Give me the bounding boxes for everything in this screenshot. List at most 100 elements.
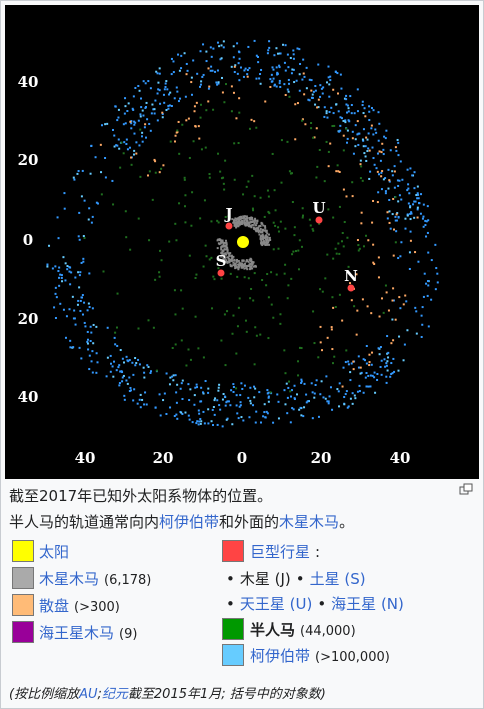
expand-icon[interactable] (459, 483, 473, 495)
dot (132, 373, 135, 376)
dot (266, 389, 269, 392)
dot (416, 208, 419, 211)
link[interactable]: 木星木马 (279, 513, 340, 531)
dot (302, 58, 305, 61)
dot (224, 364, 227, 367)
dot (187, 117, 190, 120)
dot (175, 391, 178, 394)
dot (349, 379, 352, 382)
link[interactable]: 木星木马 (39, 570, 100, 588)
dot (124, 105, 127, 108)
link[interactable]: AU (79, 687, 98, 702)
dot (311, 93, 314, 96)
dot (224, 260, 227, 263)
dot (223, 188, 226, 191)
dot (279, 322, 282, 325)
dot (246, 75, 249, 78)
dot (228, 254, 231, 257)
link[interactable]: 巨型行星 (250, 543, 311, 561)
dot (265, 230, 268, 233)
dot (88, 354, 91, 357)
dot (242, 265, 245, 268)
dot (56, 216, 59, 219)
dot (132, 108, 135, 111)
dot (354, 397, 357, 400)
dot (286, 88, 289, 91)
dot (220, 76, 223, 79)
dot (199, 85, 202, 88)
dot (366, 150, 369, 153)
link[interactable]: 海王星木马 (39, 624, 115, 642)
dot (314, 89, 317, 92)
dot (327, 400, 330, 403)
dot (392, 254, 395, 257)
dot (278, 82, 281, 85)
dot (318, 222, 321, 225)
dot (310, 122, 313, 125)
dot (279, 313, 282, 316)
dot (319, 325, 322, 328)
dot (290, 72, 293, 75)
dot (307, 98, 310, 101)
dot (375, 131, 378, 134)
dot (68, 266, 71, 269)
dot (287, 386, 290, 389)
dot (162, 399, 165, 402)
link[interactable]: 海王星 (N) (331, 595, 404, 613)
dot (225, 241, 228, 244)
dot (199, 50, 202, 53)
dot (385, 129, 388, 132)
link[interactable]: 散盘 (39, 597, 70, 615)
dot (202, 410, 205, 413)
dot (413, 200, 416, 203)
dot (218, 383, 221, 386)
dot (148, 122, 151, 125)
dot (372, 157, 375, 160)
dot (176, 417, 179, 420)
dot (237, 62, 240, 65)
link[interactable]: 天王星 (U) (239, 595, 313, 613)
dot (226, 249, 229, 252)
dot (209, 69, 212, 72)
dot (270, 80, 273, 83)
dot (188, 156, 191, 159)
dot (146, 174, 149, 177)
dot (144, 82, 147, 85)
dot (181, 123, 184, 126)
dot (178, 69, 181, 72)
dot (253, 396, 256, 399)
dot (194, 386, 197, 389)
dot (238, 111, 241, 114)
dot (276, 72, 279, 75)
dot (60, 276, 63, 279)
link[interactable]: 土星 (S) (309, 570, 366, 588)
dot (308, 99, 311, 102)
dot (250, 262, 253, 265)
dot (270, 271, 273, 274)
dot (177, 53, 180, 56)
dot (388, 179, 391, 182)
dot (376, 170, 379, 173)
dot (422, 225, 425, 228)
dot (239, 401, 242, 404)
dot (315, 127, 318, 130)
dot (112, 375, 115, 378)
link[interactable]: 太阳 (39, 543, 70, 561)
dot (198, 420, 201, 423)
dot (190, 93, 193, 96)
link[interactable]: 柯伊伯带 (159, 513, 220, 531)
dot (207, 67, 210, 70)
dot (167, 93, 170, 96)
dot (323, 106, 326, 109)
dot (297, 374, 300, 377)
link[interactable]: 纪元 (101, 687, 128, 702)
dot (325, 140, 328, 143)
dot (373, 371, 376, 374)
dot (370, 312, 373, 315)
link[interactable]: 柯伊伯带 (250, 647, 311, 665)
dot (205, 109, 208, 112)
dot (66, 268, 69, 271)
dot (223, 313, 226, 316)
dot (218, 404, 221, 407)
dot (367, 132, 370, 135)
